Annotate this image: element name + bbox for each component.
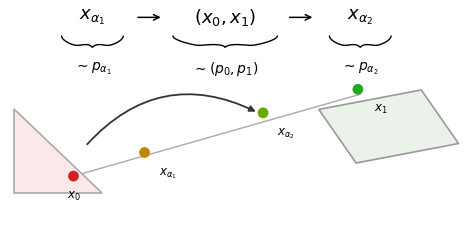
Point <box>354 87 362 91</box>
Text: $x_{\alpha_1}$: $x_{\alpha_1}$ <box>79 8 106 27</box>
Text: $x_{\alpha_2}$: $x_{\alpha_2}$ <box>347 8 374 27</box>
Text: $x_{\alpha_2}$: $x_{\alpha_2}$ <box>277 126 295 141</box>
Text: $(x_0,x_1)$: $(x_0,x_1)$ <box>194 7 256 28</box>
Point <box>70 174 77 178</box>
Text: $\sim p_{\alpha_2}$: $\sim p_{\alpha_2}$ <box>341 62 379 77</box>
Point <box>259 111 267 115</box>
Polygon shape <box>14 109 102 193</box>
Text: $x_0$: $x_0$ <box>66 190 81 203</box>
Text: $\sim p_{\alpha_1}$: $\sim p_{\alpha_1}$ <box>73 62 111 77</box>
Point <box>141 151 148 155</box>
FancyArrowPatch shape <box>87 94 254 144</box>
Text: $\sim(p_0,p_1)$: $\sim(p_0,p_1)$ <box>192 61 258 78</box>
Polygon shape <box>319 90 458 163</box>
Text: $x_{\alpha_1}$: $x_{\alpha_1}$ <box>159 166 177 181</box>
Text: $x_1$: $x_1$ <box>374 103 388 116</box>
